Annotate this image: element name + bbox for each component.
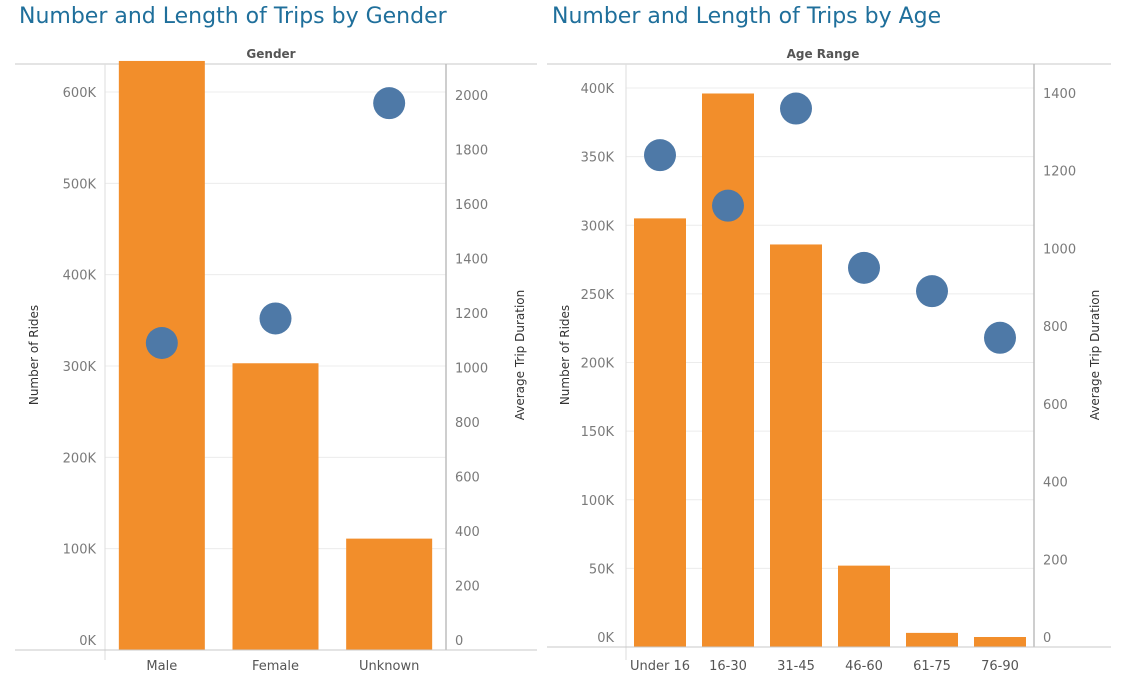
age-category-label: 46-60	[845, 659, 883, 674]
age-left-axis-title: Number of Rides	[558, 305, 572, 405]
age-right-tick-label: 1400	[1043, 87, 1076, 102]
gender-right-tick-label: 600	[455, 471, 480, 486]
gender-right-tick-label: 1800	[455, 144, 488, 159]
age-right-tick-label: 1000	[1043, 242, 1076, 257]
age-bar-16-30	[702, 93, 754, 648]
gender-category-label: Female	[252, 659, 299, 674]
gender-left-tick-label: 600K	[63, 86, 97, 101]
age-left-tick-label: 350K	[581, 151, 615, 166]
gender-right-tick-label: 0	[455, 634, 463, 649]
age-category-label: 76-90	[981, 659, 1019, 674]
gender-left-tick-label: 100K	[63, 543, 97, 558]
age-left-tick-label: 400K	[581, 82, 615, 97]
age-dot-61-75	[916, 275, 948, 308]
age-bar-46-60	[838, 565, 890, 647]
gender-left-tick-label: 400K	[63, 269, 97, 284]
gender-right-tick-label: 2000	[455, 89, 488, 104]
gender-chart-title: Number and Length of Trips by Gender	[19, 4, 447, 29]
gender-right-tick-label: 1200	[455, 307, 488, 322]
age-right-axis-title: Average Trip Duration	[1088, 290, 1102, 420]
age-bar-under-16	[634, 218, 686, 647]
gender-bar-unknown	[346, 538, 433, 650]
age-category-label: 61-75	[913, 659, 951, 674]
age-bar-61-75	[906, 632, 958, 647]
gender-left-tick-label: 500K	[63, 177, 97, 192]
age-right-tick-label: 200	[1043, 553, 1068, 568]
gender-dot-unknown	[373, 87, 406, 120]
age-bar-31-45	[770, 244, 822, 647]
gender-right-tick-label: 1600	[455, 198, 488, 213]
age-category-label: 16-30	[709, 659, 747, 674]
age-right-tick-label: 600	[1043, 398, 1068, 413]
age-right-tick-label: 0	[1043, 631, 1051, 646]
age-right-tick-label: 800	[1043, 320, 1068, 335]
gender-left-axis-title: Number of Rides	[27, 305, 41, 405]
age-dot-31-45	[780, 92, 812, 125]
age-dot-under-16	[644, 139, 676, 172]
gender-dot-male	[145, 326, 178, 359]
age-bar-76-90	[974, 637, 1026, 647]
gender-right-tick-label: 800	[455, 416, 480, 431]
gender-right-tick-label: 400	[455, 525, 480, 540]
gender-category-label: Male	[146, 659, 177, 674]
gender-right-tick-label: 1000	[455, 362, 488, 377]
age-left-tick-label: 250K	[581, 288, 615, 303]
gender-dot-female	[259, 302, 292, 335]
gender-left-tick-label: 200K	[63, 451, 97, 466]
age-left-tick-label: 50K	[589, 562, 615, 577]
age-category-label: 31-45	[777, 659, 815, 674]
age-left-tick-label: 0K	[597, 631, 614, 646]
age-left-tick-label: 300K	[581, 219, 615, 234]
age-column-header: Age Range	[787, 47, 860, 61]
age-category-label: Under 16	[630, 659, 690, 674]
age-left-tick-label: 150K	[581, 425, 615, 440]
gender-right-axis-title: Average Trip Duration	[513, 290, 527, 420]
gender-bar-female	[232, 363, 319, 650]
gender-category-label: Unknown	[359, 659, 419, 674]
gender-left-tick-label: 0K	[79, 634, 96, 649]
age-chart-title: Number and Length of Trips by Age	[552, 4, 942, 29]
gender-right-tick-label: 200	[455, 580, 480, 595]
age-dot-16-30	[712, 189, 744, 222]
gender-left-tick-label: 300K	[63, 360, 97, 375]
age-right-tick-label: 400	[1043, 476, 1068, 491]
age-dot-76-90	[984, 321, 1016, 354]
gender-right-tick-label: 1400	[455, 253, 488, 268]
age-right-tick-label: 1200	[1043, 165, 1076, 180]
age-left-tick-label: 200K	[581, 357, 615, 372]
age-dot-46-60	[848, 251, 880, 284]
age-left-tick-label: 100K	[581, 494, 615, 509]
gender-column-header: Gender	[246, 47, 295, 61]
